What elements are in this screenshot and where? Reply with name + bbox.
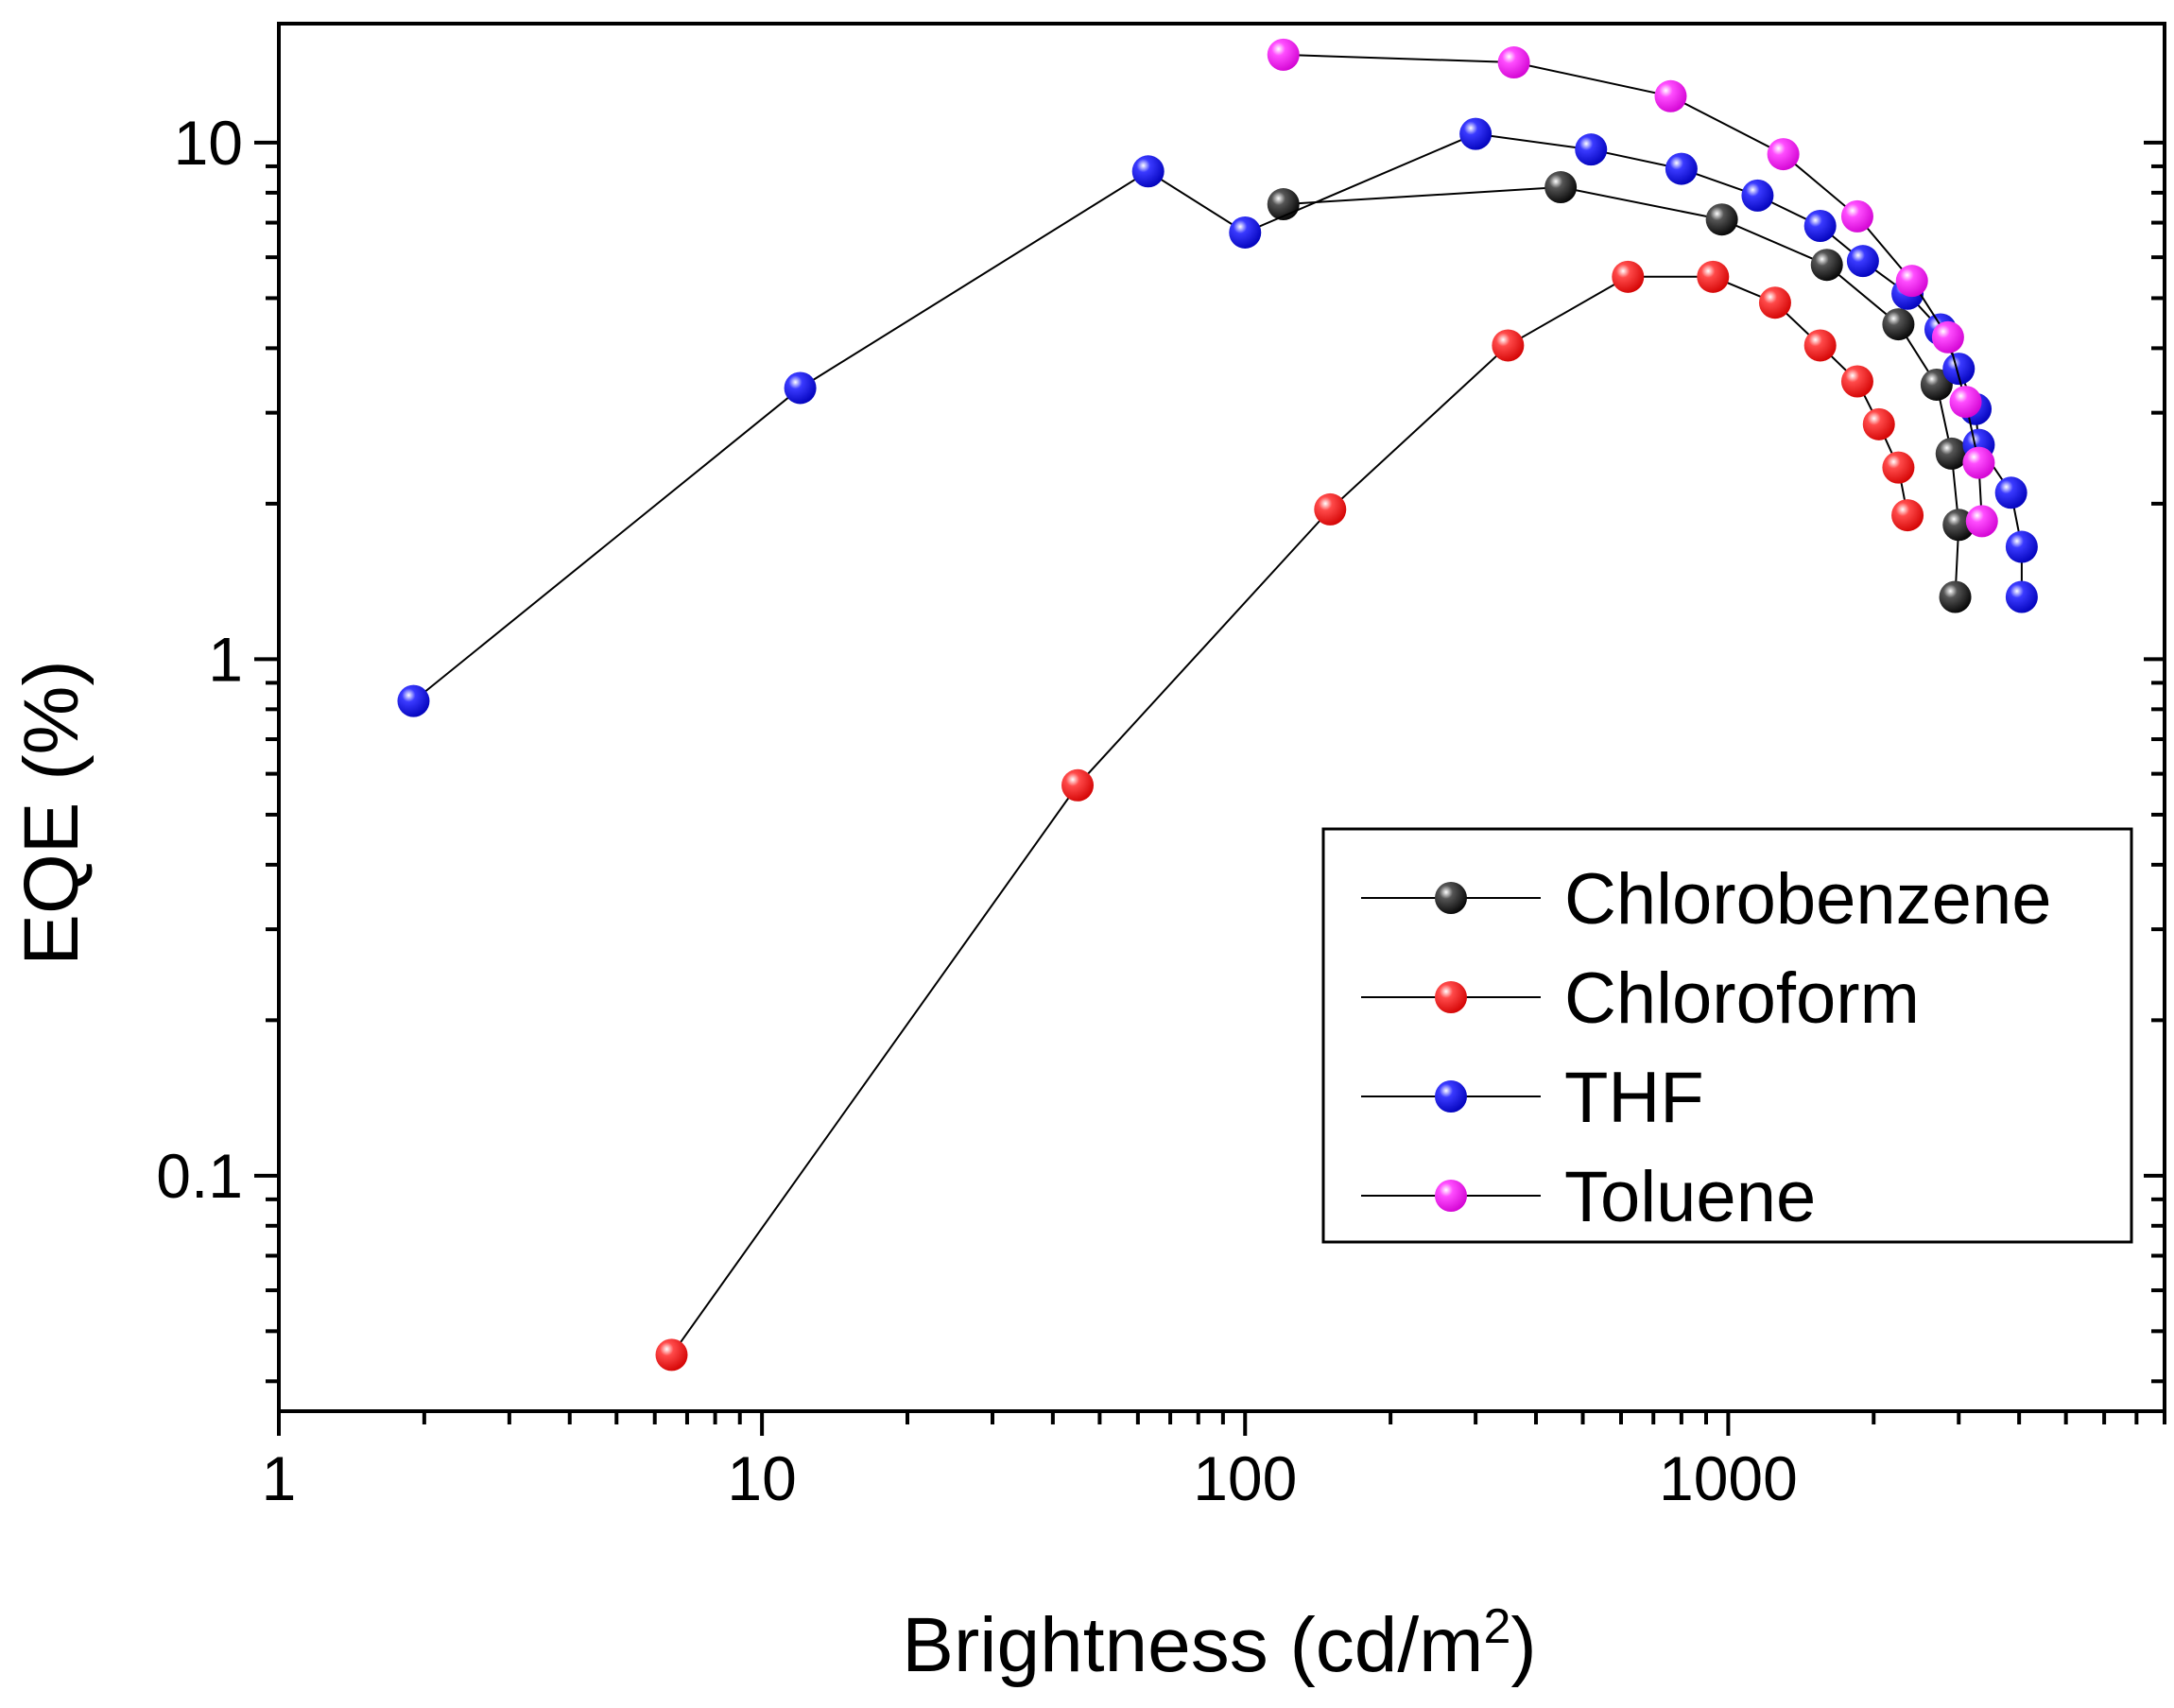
legend-label: Chlorobenzene [1564,859,2052,940]
data-point [1229,216,1262,249]
legend-items: Chlorobenzene Chloroform THF Toluene [1361,859,2052,1237]
data-point [2005,580,2038,613]
data-point [1920,368,1953,401]
data-point [1862,407,1895,440]
x-tick-label: 1 [262,1443,297,1513]
data-point [655,1338,688,1372]
data-point [1939,580,1972,613]
data-point [1314,492,1347,526]
legend-item-thf: THF [1361,1058,1704,1138]
data-point [1612,260,1645,293]
data-point [1965,505,1998,538]
data-point [1840,199,1873,233]
data-point [1891,499,1924,532]
data-point [1654,79,1687,112]
data-point [1962,446,1995,479]
data-point [1741,179,1774,212]
legend-label: Chloroform [1564,958,1920,1039]
data-point [1949,386,1982,419]
data-point [1061,768,1095,802]
legend-marker [1435,981,1467,1013]
x-axis-title-superscript: 2 [1483,1599,1510,1654]
series-toluene [1267,38,1998,538]
data-point [1882,451,1915,484]
y-tick-label: 10 [174,108,243,178]
x-axis-title: Brightness (cd/m2) [902,1599,1536,1688]
series-chloroform [655,260,1924,1372]
data-point [1994,476,2027,509]
data-point [784,371,817,405]
data-point [1459,117,1492,150]
x-axis-title-suffix: ) [1510,1602,1536,1688]
data-point [397,684,430,717]
legend-item-chloroform: Chloroform [1361,958,1920,1039]
data-point [1705,203,1738,236]
y-axis-title: EQE (%) [9,660,95,965]
data-point [1767,138,1800,171]
legend-label: Toluene [1564,1157,1816,1237]
data-point [1846,245,1879,278]
data-point [1697,260,1730,293]
legend-label: THF [1564,1058,1704,1138]
data-point [1575,133,1608,166]
series-layer [397,38,2038,1372]
x-axis-title-main: Brightness (cd/m [902,1602,1483,1688]
x-tick-label: 10 [727,1443,796,1513]
data-point [1803,329,1837,362]
legend-marker [1435,1180,1467,1212]
series-line [1283,53,1983,522]
data-point [1935,437,1968,470]
data-point [1131,155,1165,188]
data-point [1942,353,1976,386]
data-point [1840,365,1873,398]
data-point [1267,38,1300,71]
x-tick-label: 100 [1193,1443,1297,1513]
series-thf [397,117,2038,717]
data-point [1931,320,1964,354]
series-line [412,132,2023,702]
data-point [1665,152,1698,185]
x-tick-label: 1000 [1659,1443,1798,1513]
axes-layer: 1 10 100 1000 0.1 1 10 [156,22,2166,1513]
data-point [1497,46,1530,79]
legend-item-toluene: Toluene [1361,1157,1816,1237]
data-point [1803,209,1837,242]
data-point [1882,308,1915,341]
y-tick-label: 0.1 [156,1141,243,1211]
legend-item-chlorobenzene: Chlorobenzene [1361,859,2052,940]
legend-marker [1435,882,1467,914]
y-tick-label: 1 [208,624,243,694]
data-point [1544,171,1578,204]
data-point [1810,249,1843,282]
data-point [1758,286,1791,319]
data-point [1895,265,1928,298]
legend-marker [1435,1080,1467,1113]
data-point [1492,329,1525,362]
legend: Chlorobenzene Chloroform THF Toluene [1321,827,2133,1244]
data-point [2005,530,2038,563]
